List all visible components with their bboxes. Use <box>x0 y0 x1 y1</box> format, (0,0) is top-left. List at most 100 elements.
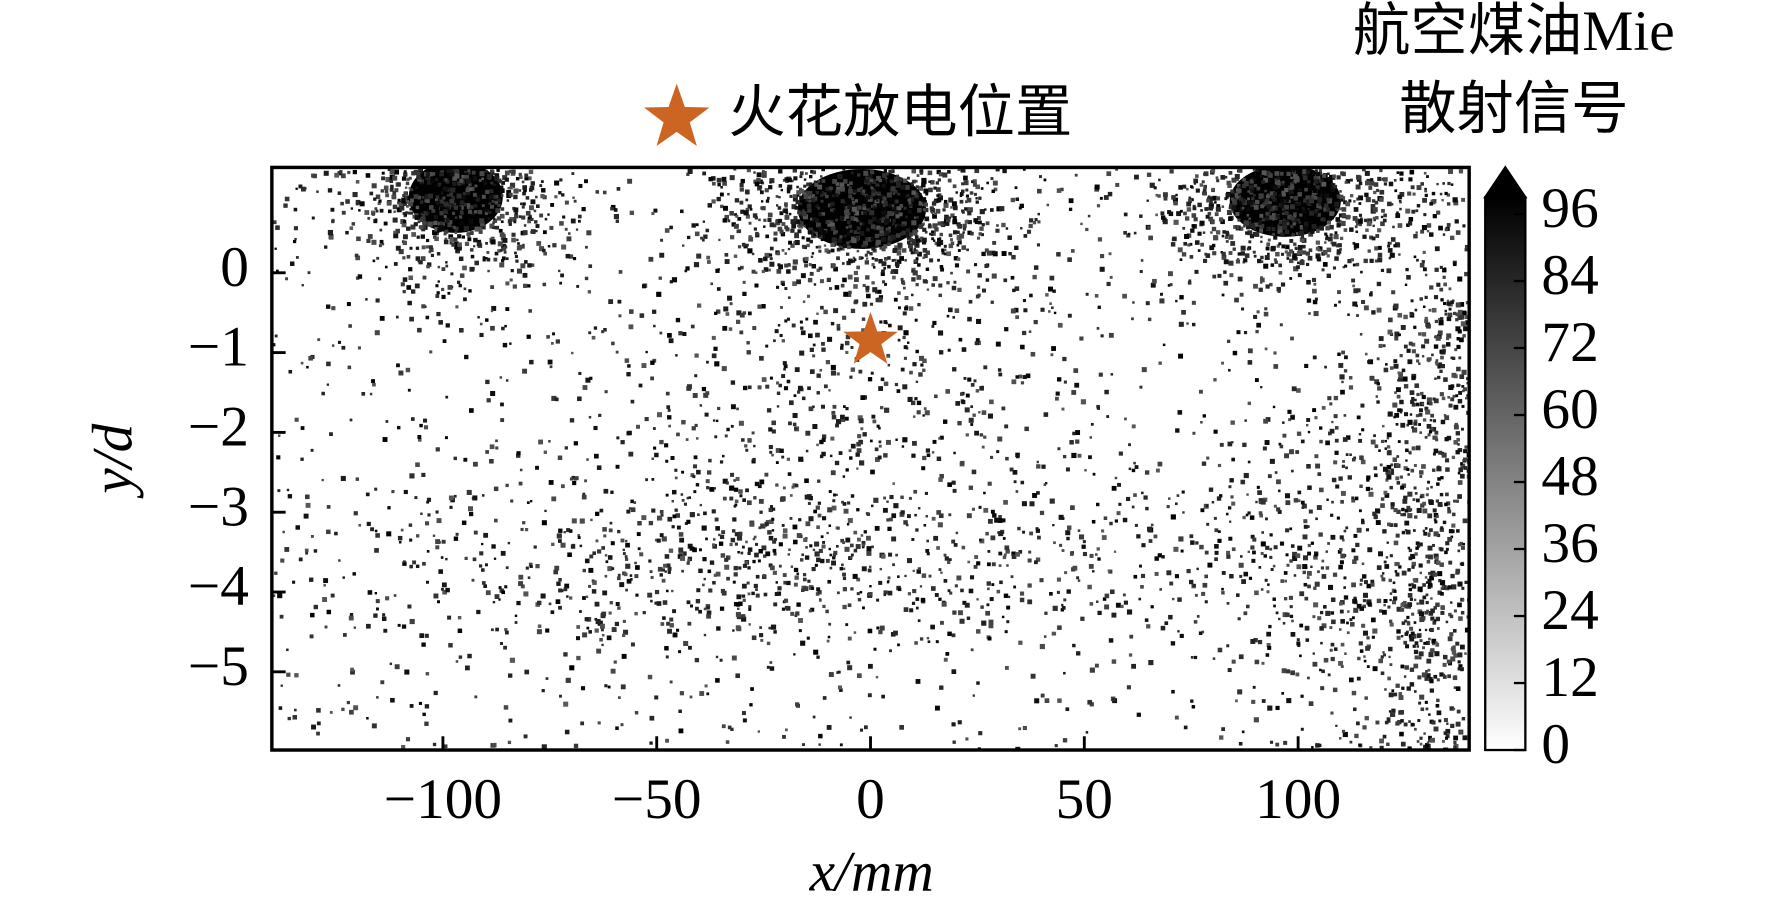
speckle <box>906 341 910 344</box>
speckle <box>1415 498 1420 503</box>
speckle <box>1408 177 1413 182</box>
speckle <box>1176 211 1182 217</box>
speckle <box>1361 518 1365 522</box>
speckle <box>1286 171 1291 177</box>
speckle <box>1455 302 1461 308</box>
speckle <box>280 684 283 687</box>
speckle <box>1108 332 1114 338</box>
speckle <box>706 260 711 264</box>
speckle <box>1153 186 1157 190</box>
speckle <box>1044 611 1048 615</box>
speckle <box>812 405 815 409</box>
speckle <box>1131 663 1137 669</box>
speckle <box>533 209 537 213</box>
speckle <box>584 179 588 184</box>
speckle <box>617 606 621 610</box>
speckle <box>792 265 797 271</box>
speckle <box>919 239 922 243</box>
speckle <box>1413 663 1419 669</box>
speckle <box>1200 242 1205 247</box>
speckle <box>435 447 440 452</box>
speckle <box>309 577 314 582</box>
speckle <box>1365 528 1370 532</box>
speckle <box>1400 603 1405 608</box>
speckle <box>757 304 762 309</box>
speckle <box>845 350 849 355</box>
speckle <box>1420 504 1424 508</box>
speckle <box>888 203 892 208</box>
speckle <box>763 256 768 262</box>
speckle <box>1231 441 1234 444</box>
speckle <box>1306 279 1311 285</box>
speckle <box>485 212 488 216</box>
speckle <box>312 173 317 179</box>
speckle <box>1326 273 1331 278</box>
speckle <box>607 566 613 572</box>
speckle <box>595 511 600 516</box>
speckle <box>499 188 505 194</box>
speckle <box>628 451 634 457</box>
speckle <box>760 638 764 642</box>
speckle <box>859 230 865 236</box>
speckle <box>686 496 690 500</box>
speckle <box>1422 529 1426 533</box>
speckle <box>1049 275 1055 281</box>
speckle <box>300 361 304 365</box>
speckle <box>519 468 523 472</box>
speckle <box>715 571 721 577</box>
speckle <box>964 407 970 413</box>
speckle <box>546 335 550 339</box>
speckle <box>321 391 325 396</box>
speckle <box>836 256 840 261</box>
speckle <box>1394 331 1400 337</box>
speckle <box>1019 597 1025 603</box>
speckle <box>781 455 785 459</box>
speckle <box>628 324 634 330</box>
speckle <box>1242 515 1246 520</box>
speckle <box>991 189 995 194</box>
speckle <box>1441 396 1446 401</box>
speckle <box>767 268 771 272</box>
speckle <box>408 176 412 180</box>
speckle <box>896 183 901 188</box>
speckle <box>754 481 760 487</box>
speckle <box>1225 240 1229 243</box>
speckle <box>1150 605 1154 609</box>
speckle <box>1355 184 1361 190</box>
speckle <box>1022 530 1025 534</box>
speckle <box>891 513 897 519</box>
speckle <box>1329 224 1334 230</box>
speckle <box>1277 224 1283 230</box>
speckle <box>990 208 994 212</box>
speckle <box>1132 301 1135 304</box>
speckle <box>616 576 621 581</box>
speckle <box>1443 282 1448 287</box>
speckle <box>1463 387 1467 392</box>
speckle <box>1168 271 1173 277</box>
speckle <box>937 258 940 262</box>
speckle <box>1049 498 1055 504</box>
speckle <box>999 580 1003 585</box>
speckle <box>1451 455 1456 460</box>
speckle <box>690 604 693 608</box>
speckle <box>1444 502 1448 507</box>
speckle <box>817 501 821 505</box>
speckle <box>422 561 426 566</box>
speckle <box>825 558 830 563</box>
speckle <box>1432 468 1436 472</box>
speckle <box>491 628 494 632</box>
speckle <box>551 542 555 547</box>
speckle <box>861 545 865 549</box>
speckle <box>278 706 283 710</box>
speckle <box>1362 630 1369 636</box>
speckle <box>860 221 865 227</box>
speckle <box>1437 318 1441 321</box>
speckle <box>1427 585 1432 589</box>
speckle <box>807 277 813 283</box>
speckle <box>1402 600 1407 605</box>
speckle <box>1292 169 1295 173</box>
speckle <box>808 227 813 233</box>
speckle <box>1419 297 1423 301</box>
speckle <box>694 657 700 663</box>
speckle <box>1013 585 1017 589</box>
